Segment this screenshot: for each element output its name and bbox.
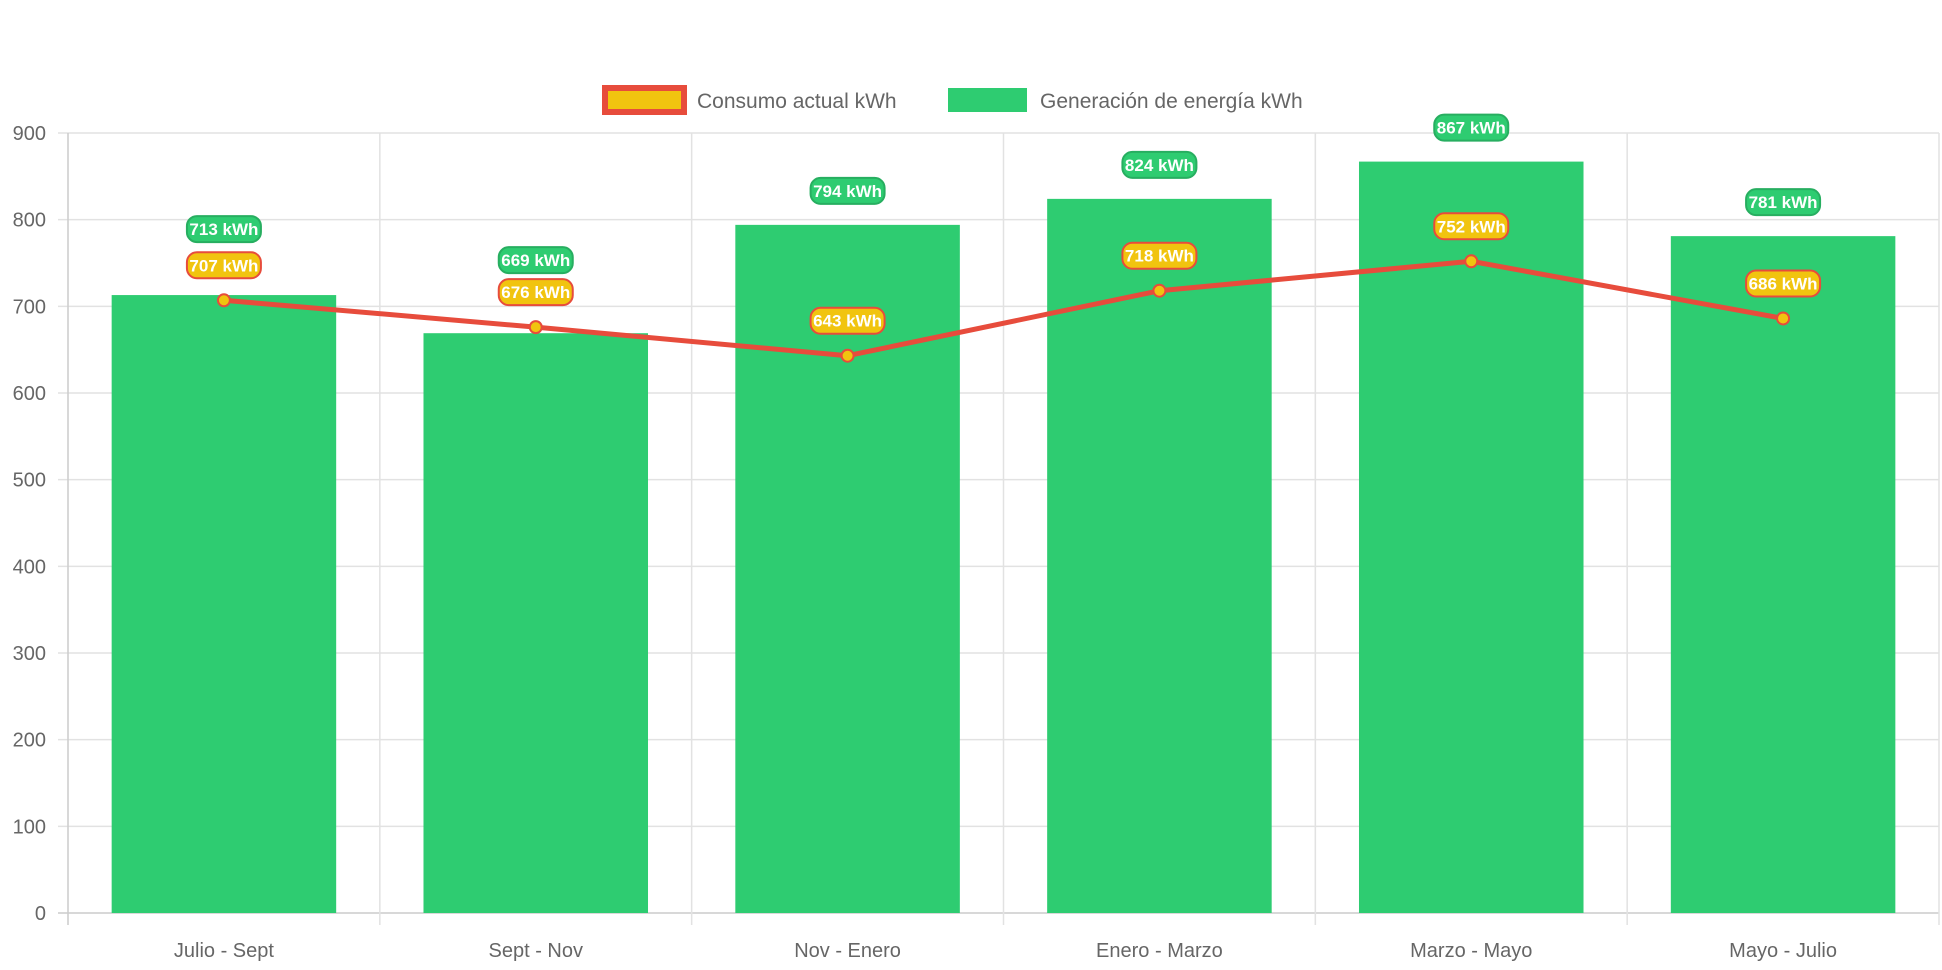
line-point[interactable]	[1152, 283, 1167, 298]
legend-label: Consumo actual kWh	[697, 90, 897, 113]
bar-4[interactable]	[1047, 198, 1272, 913]
x-tick-label: Marzo - Mayo	[1410, 940, 1532, 962]
y-tick-label: 200	[13, 730, 46, 752]
x-tick-label: Mayo - Julio	[1729, 940, 1837, 962]
line-point[interactable]	[216, 293, 231, 308]
x-tick-label: Enero - Marzo	[1096, 940, 1223, 962]
data-label-box	[809, 306, 886, 335]
data-label-box	[497, 246, 574, 275]
bar-data-label: 781 kWh	[1745, 188, 1822, 217]
x-tick-label: Sept - Nov	[489, 940, 583, 962]
data-label-text: 713 kWh	[189, 220, 258, 239]
legend-item-consumo[interactable]: Consumo actual kWh	[602, 85, 897, 115]
x-tick-label: Nov - Enero	[794, 940, 901, 962]
data-label-box	[185, 251, 262, 280]
bar-data-label: 867 kWh	[1433, 113, 1510, 142]
data-label-box	[1433, 113, 1510, 142]
data-labels: 713 kWh 707 kWh 669 kWh 676 kWh 794 kWh 643 k…	[185, 113, 1822, 335]
bar-2[interactable]	[423, 333, 649, 913]
data-label-text: 676 kWh	[501, 283, 570, 302]
bar-data-label: 824 kWh	[1121, 150, 1198, 179]
data-label-text: 824 kWh	[1125, 156, 1194, 175]
legend-swatch	[948, 88, 1027, 112]
data-label-text: 718 kWh	[1125, 247, 1194, 266]
data-label-text: 707 kWh	[189, 256, 258, 275]
line-point[interactable]	[528, 320, 543, 335]
consumption-line	[223, 258, 1784, 359]
bar-5[interactable]	[1358, 161, 1584, 914]
data-label-text: 669 kWh	[501, 251, 570, 270]
y-tick-label: 500	[13, 470, 46, 492]
y-tick-label: 700	[13, 296, 46, 318]
data-label-box	[1433, 212, 1510, 241]
line-data-label: 707 kWh	[185, 251, 262, 280]
line-data-label: 686 kWh	[1745, 269, 1822, 298]
data-label-box	[1745, 269, 1822, 298]
legend[interactable]: Consumo actual kWh Generación de energía …	[602, 85, 1303, 115]
data-label-box	[1121, 150, 1198, 179]
data-label-text: 867 kWh	[1437, 119, 1506, 138]
bar-data-label: 713 kWh	[185, 215, 262, 244]
x-tick-label: Julio - Sept	[174, 940, 274, 962]
bar-data-label: 794 kWh	[809, 176, 886, 205]
line-data-label: 718 kWh	[1121, 241, 1198, 270]
data-label-text: 643 kWh	[813, 312, 882, 331]
data-label-text: 686 kWh	[1749, 274, 1818, 293]
bars	[111, 161, 1896, 914]
line-data-label: 676 kWh	[497, 278, 574, 307]
legend-item-generacion[interactable]: Generación de energía kWh	[948, 88, 1303, 113]
line-data-label: 643 kWh	[809, 306, 886, 335]
bar-data-label: 669 kWh	[497, 246, 574, 275]
data-label-box	[1121, 241, 1198, 270]
data-label-text: 781 kWh	[1749, 193, 1818, 212]
legend-swatch	[602, 85, 687, 115]
grid	[58, 132, 1940, 925]
data-label-box	[497, 278, 574, 307]
data-label-box	[1745, 188, 1822, 217]
y-tick-label: 300	[13, 643, 46, 665]
y-tick-label: 900	[13, 123, 46, 145]
legend-label: Generación de energía kWh	[1040, 90, 1303, 113]
y-tick-label: 400	[13, 556, 46, 578]
line-point[interactable]	[1776, 311, 1791, 326]
data-label-text: 794 kWh	[813, 182, 882, 201]
y-tick-label: 600	[13, 383, 46, 405]
bar-6[interactable]	[1670, 236, 1896, 914]
line-data-label: 752 kWh	[1433, 212, 1510, 241]
data-label-box	[185, 215, 262, 244]
y-tick-label: 100	[13, 816, 46, 838]
data-label-box	[809, 176, 886, 205]
y-tick-label: 0	[35, 903, 46, 925]
bar-1[interactable]	[111, 295, 337, 914]
line-series	[216, 254, 1791, 363]
line-point[interactable]	[840, 348, 855, 363]
y-tick-label: 800	[13, 210, 46, 232]
line-point[interactable]	[1464, 254, 1479, 269]
data-label-text: 752 kWh	[1437, 217, 1506, 236]
axes: 0 100 200 300 400 500 600 700 800 900 Julio - Sept…	[13, 123, 1837, 962]
